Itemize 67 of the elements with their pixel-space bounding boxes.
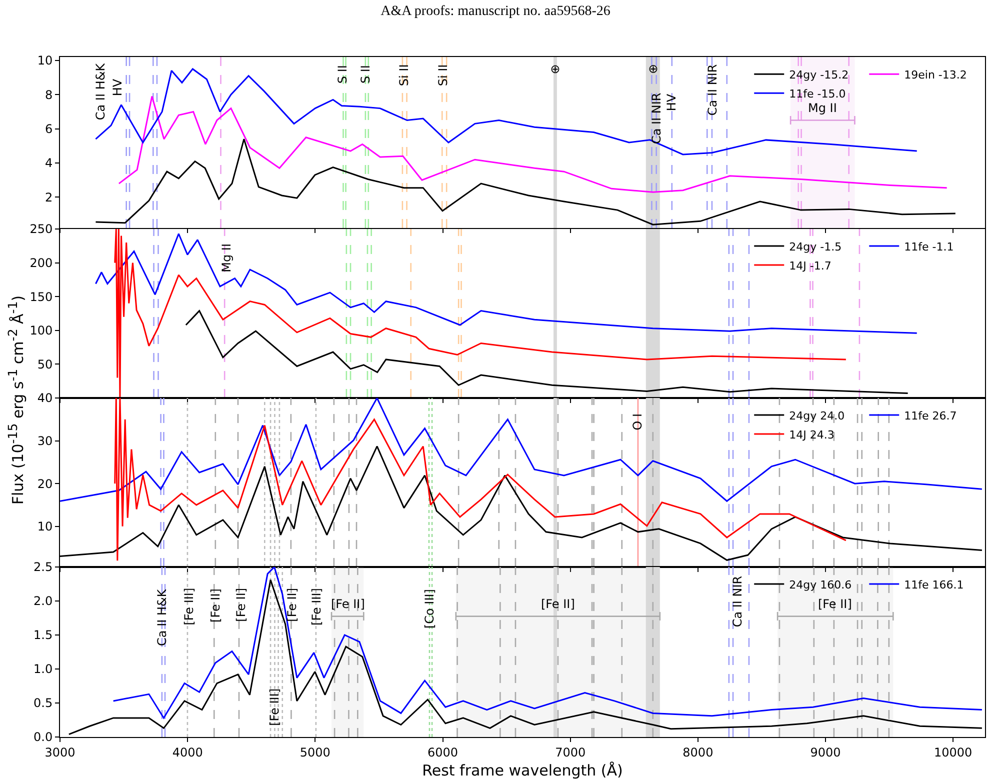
annotation: Mg II <box>220 243 234 272</box>
x-tick-label: 10000 <box>934 745 972 760</box>
y-tick-label: 0.0 <box>34 730 53 744</box>
annotation: O I <box>630 413 645 430</box>
x-tick-label: 3000 <box>44 745 76 760</box>
annotation: ⊕ <box>548 64 562 74</box>
annotation: Si II <box>436 64 450 86</box>
y-tick-label: 20 <box>37 476 53 491</box>
band-label: [Fe II] <box>818 597 852 611</box>
legend-label: 24gy 24.0 <box>789 409 845 422</box>
y-tick-label: 40 <box>37 391 53 406</box>
y-tick-label: 150 <box>30 290 53 304</box>
annotation: [Fe II] <box>284 588 299 622</box>
band-label: Mg II <box>808 101 837 115</box>
y-tick-label: 0.5 <box>34 696 53 710</box>
chart-title: A&A proofs: manuscript no. aa59568-26 <box>380 4 612 20</box>
annotation: [Fe II] <box>234 588 248 622</box>
x-tick-label: 5000 <box>300 745 330 760</box>
annotation: HV <box>110 78 125 96</box>
x-axis-title: Rest frame wavelength (Å) <box>422 761 623 780</box>
y-tick-label: 4 <box>44 156 53 170</box>
annotation: S II <box>335 65 350 84</box>
x-tick-label: 4000 <box>172 745 203 760</box>
y-tick-label: 10 <box>37 54 53 68</box>
annotation: [Co III] <box>422 589 436 629</box>
x-tick-label: 8000 <box>682 745 714 760</box>
legend-label: 14J -1.7 <box>789 259 832 272</box>
annotation: [Fe III] <box>309 588 324 626</box>
annotation: Ca II NIR <box>705 64 720 116</box>
annotation: ⊕ <box>646 64 660 74</box>
y-tick-label: 50 <box>37 357 53 372</box>
legend-label: 14J 24.3 <box>789 428 834 442</box>
band-label: [Fe II] <box>541 597 575 611</box>
legend-label: 11fe -15.0 <box>789 87 846 100</box>
annotation: Ca II NIR <box>650 92 664 144</box>
annotation: Ca II NIR <box>730 576 745 628</box>
x-tick-label: 7000 <box>555 745 586 760</box>
annotation: S II <box>358 65 372 84</box>
legend-label: 11fe 26.7 <box>904 409 957 422</box>
y-tick-label: 30 <box>37 434 53 448</box>
annotation: HV <box>664 93 679 112</box>
annotation: [Fe II] <box>208 588 222 622</box>
annotation: Si II <box>396 64 411 86</box>
x-tick-label: 6000 <box>427 745 458 760</box>
y-tick-label: 2.5 <box>34 560 53 574</box>
y-tick-label: 2 <box>44 190 53 204</box>
y-tick-label: 8 <box>44 88 53 102</box>
y-tick-label: 10 <box>37 520 53 534</box>
legend-label: 24gy -15.2 <box>789 68 849 82</box>
annotation: Ca II H&K <box>154 588 169 646</box>
annotation: [Fe III] <box>182 588 196 626</box>
legend-label: 19ein -13.2 <box>904 68 967 82</box>
y-tick-label: 200 <box>30 256 53 270</box>
y-tick-label: 1.5 <box>34 628 53 642</box>
x-tick-label: 9000 <box>810 745 841 760</box>
y-tick-label: 250 <box>30 222 53 236</box>
y-tick-label: 1.0 <box>34 662 53 676</box>
legend-label: 11fe -1.1 <box>904 240 954 254</box>
y-tick-label: 6 <box>44 122 53 136</box>
band-label: [Fe II] <box>331 597 365 611</box>
y-tick-label: 100 <box>30 324 53 338</box>
legend-label: 24gy 160.6 <box>789 578 852 592</box>
legend-label: 24gy -1.5 <box>789 240 842 254</box>
y-tick-label: 2.0 <box>34 594 53 608</box>
annotation: Ca II H&K <box>93 62 108 120</box>
annotation: [Fe III] <box>268 688 282 726</box>
legend-label: 11fe 166.1 <box>904 578 964 592</box>
